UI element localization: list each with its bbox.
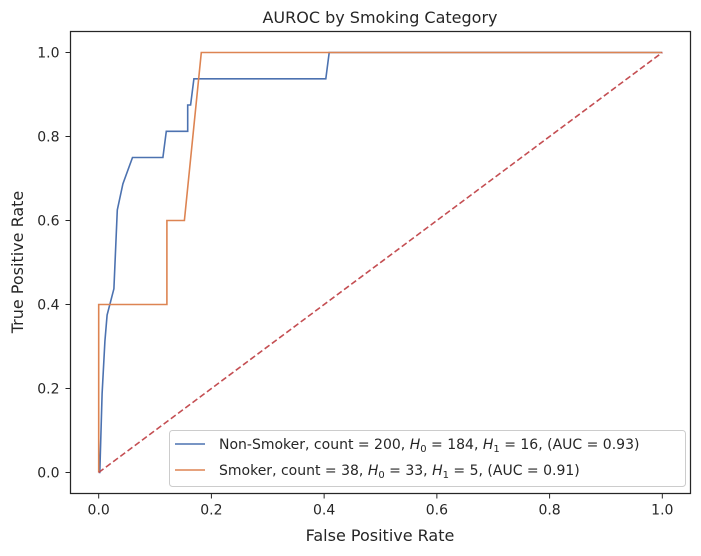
series-line-chance [98,51,663,474]
x-tick-label: 0.6 [426,503,448,519]
x-tick-label: 0.4 [313,503,335,519]
series-line-non-smoker [98,51,663,474]
x-axis-label: False Positive Rate [306,526,455,545]
chart-title: AUROC by Smoking Category [262,8,497,27]
legend-entry: Smoker, count = 38, H0 = 33, H1 = 5, (AU… [219,463,580,481]
y-tick-label: 0.0 [37,466,59,482]
plot-frame [69,30,692,495]
x-tick-label: 1.0 [651,503,673,519]
series-line-smoker [97,51,663,473]
x-tick-label: 0.8 [538,503,560,519]
y-tick-label: 0.2 [37,382,59,398]
legend-box [169,430,686,487]
legend: Non-Smoker, count = 200, H0 = 184, H1 = … [169,430,686,487]
y-axis-label: True Positive Rate [8,191,27,335]
y-tick-label: 0.4 [37,298,59,314]
x-tick-label: 0.0 [88,503,110,519]
y-tick-label: 1.0 [37,46,59,62]
y-tick-label: 0.6 [37,214,59,230]
x-tick-label: 0.2 [200,503,222,519]
legend-entry: Non-Smoker, count = 200, H0 = 184, H1 = … [219,437,639,455]
y-tick-label: 0.8 [37,130,59,146]
